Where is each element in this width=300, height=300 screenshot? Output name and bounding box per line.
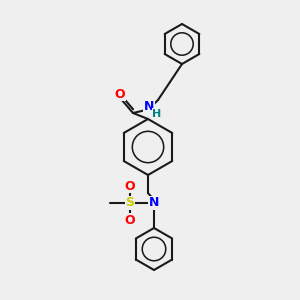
- Text: O: O: [125, 179, 135, 193]
- Text: N: N: [149, 196, 159, 209]
- Text: O: O: [125, 214, 135, 226]
- Text: N: N: [144, 100, 154, 113]
- Text: O: O: [115, 88, 125, 100]
- Text: H: H: [152, 109, 162, 119]
- Text: S: S: [125, 196, 134, 209]
